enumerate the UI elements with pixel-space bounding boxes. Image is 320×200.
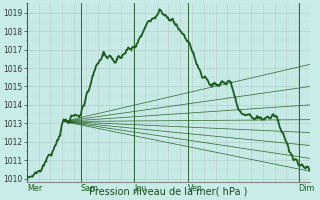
Point — [223, 82, 228, 85]
Text: Ven: Ven — [188, 184, 203, 193]
Point — [271, 113, 276, 116]
Point — [256, 115, 261, 119]
Point — [200, 76, 205, 79]
Point — [285, 142, 290, 145]
Point — [143, 25, 148, 29]
Point — [43, 159, 48, 163]
Point — [109, 57, 115, 60]
Point — [76, 115, 82, 118]
Point — [62, 119, 67, 122]
Point — [252, 118, 257, 121]
Point — [195, 63, 200, 67]
Point — [237, 109, 243, 113]
Point — [86, 90, 91, 93]
Point — [124, 48, 129, 52]
Point — [95, 62, 100, 65]
Point — [138, 35, 143, 38]
Point — [162, 13, 167, 16]
Text: Mer: Mer — [27, 184, 42, 193]
Point — [261, 118, 266, 121]
Point — [171, 20, 176, 24]
Point — [233, 96, 238, 99]
Point — [24, 174, 29, 178]
Point — [72, 114, 77, 117]
Point — [133, 45, 138, 48]
Point — [180, 32, 186, 36]
Point — [228, 80, 233, 83]
Point — [209, 85, 214, 88]
Point — [157, 8, 162, 11]
Point — [219, 81, 224, 84]
Point — [48, 153, 53, 157]
Point — [38, 169, 44, 172]
Point — [67, 120, 72, 123]
Point — [299, 163, 304, 166]
Point — [53, 144, 58, 147]
Point — [166, 18, 172, 22]
Point — [266, 116, 271, 119]
Point — [280, 131, 285, 134]
Text: Dim: Dim — [299, 184, 315, 193]
Point — [190, 51, 195, 54]
Point — [294, 158, 300, 162]
Point — [129, 48, 134, 51]
Point — [275, 119, 280, 122]
Point — [152, 16, 157, 19]
Point — [29, 175, 34, 178]
Point — [290, 154, 295, 157]
Point — [105, 56, 110, 59]
Point — [176, 27, 181, 31]
Point — [119, 55, 124, 58]
Point — [185, 40, 190, 43]
Point — [204, 78, 209, 81]
Point — [304, 165, 309, 168]
Point — [247, 112, 252, 116]
Point — [242, 113, 247, 117]
Point — [91, 73, 96, 76]
Point — [148, 19, 153, 23]
Point — [58, 134, 63, 137]
Point — [81, 104, 86, 107]
Point — [214, 83, 219, 86]
X-axis label: Pression niveau de la mer( hPa ): Pression niveau de la mer( hPa ) — [89, 187, 248, 197]
Point — [34, 171, 39, 174]
Text: Jeu: Jeu — [134, 184, 147, 193]
Point — [114, 57, 119, 61]
Point — [100, 53, 105, 57]
Text: Sam: Sam — [81, 184, 99, 193]
